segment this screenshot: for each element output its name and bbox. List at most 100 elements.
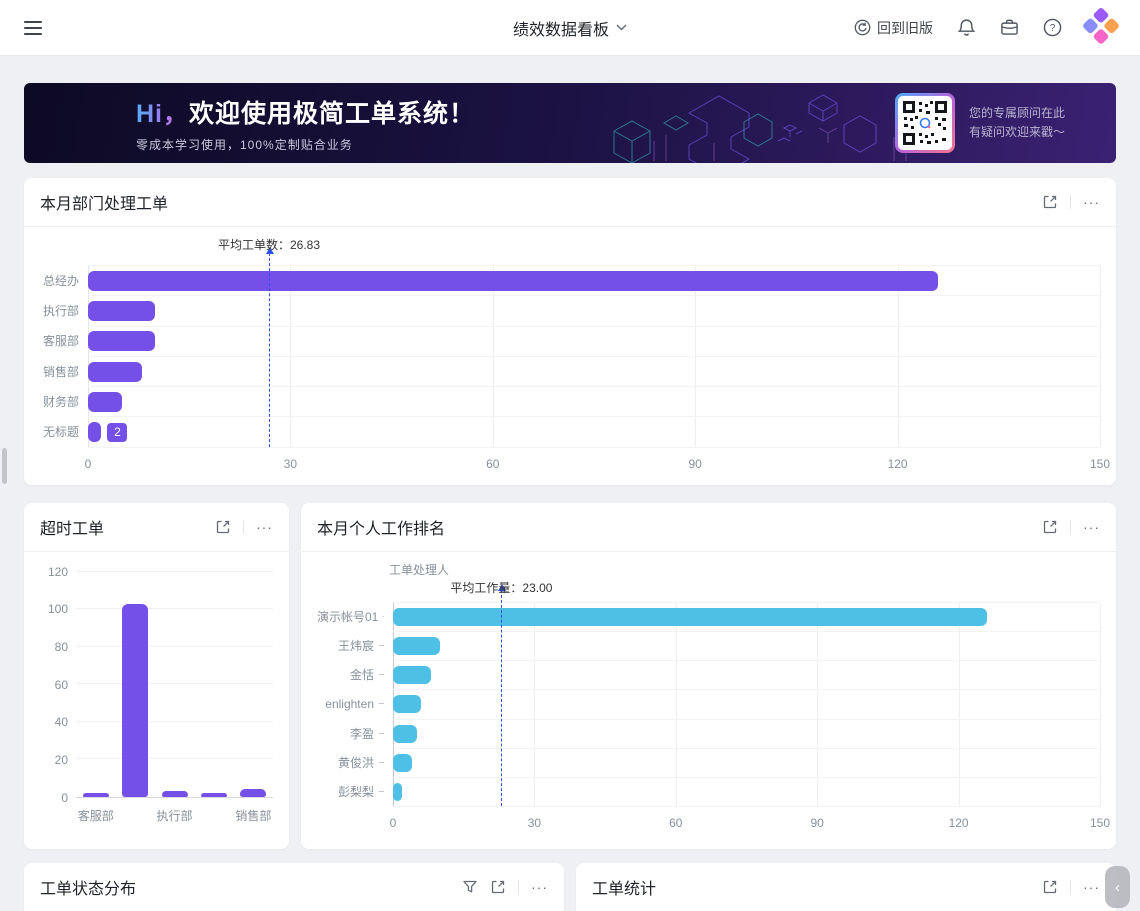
- bar-无标题[interactable]: [88, 422, 102, 443]
- help-icon: ?: [1043, 18, 1062, 37]
- card-title: 工单统计: [592, 880, 657, 898]
- average-line-arrow: [497, 583, 506, 591]
- more-options-icon[interactable]: ···: [1083, 518, 1100, 535]
- expand-icon[interactable]: [215, 519, 231, 535]
- bar-彭梨梨[interactable]: [393, 783, 403, 802]
- y-axis-name: 工单处理人: [389, 562, 450, 577]
- category-label: 财务部: [42, 394, 79, 409]
- x-tick-label: 60: [486, 456, 500, 471]
- bar-row: [88, 327, 1100, 357]
- bar-王炜宸[interactable]: [393, 637, 441, 656]
- gridline: [76, 758, 273, 760]
- card-title: 工单状态分布: [40, 880, 137, 898]
- qr-code-frame: [895, 93, 955, 153]
- help-button[interactable]: ?: [1043, 18, 1062, 37]
- bar-slot: [155, 572, 194, 797]
- briefcase-icon: [1001, 19, 1018, 35]
- y-tick-label: 40: [54, 715, 68, 730]
- welcome-banner: Hi，欢迎使用极简工单系统！ 零成本学习使用，100%定制贴合业务: [24, 83, 1116, 163]
- expand-icon[interactable]: [490, 879, 506, 895]
- category-label: 李盈: [317, 719, 393, 748]
- scrollbar-thumb[interactable]: [2, 448, 7, 484]
- chevron-down-icon: [616, 24, 627, 31]
- bar-李盈[interactable]: [393, 724, 417, 743]
- qr-caption: 您的专属顾问在此 有疑问欢迎来戳～: [969, 106, 1066, 139]
- card-status-distribution: 工单状态分布 ···: [24, 862, 564, 911]
- card-personal-ranking: 本月个人工作排名 ··· 演示帐号01 王炜宸 金恬 enlighten 李盈 黄俊洪 彭梨…: [301, 502, 1116, 849]
- expand-icon[interactable]: [1042, 194, 1058, 210]
- workbench-button[interactable]: [1000, 18, 1019, 37]
- bar-row: [88, 266, 1100, 297]
- y-tick-label: 20: [54, 753, 68, 768]
- x-tick-label: 120: [887, 456, 908, 471]
- bar-执行部[interactable]: [161, 791, 188, 797]
- more-options-icon[interactable]: ···: [256, 518, 273, 535]
- bar-row: [393, 749, 1100, 778]
- collapse-chevron-icon: ‹: [1115, 878, 1120, 896]
- category-label: 销售部: [42, 364, 79, 379]
- filter-icon[interactable]: [462, 879, 478, 895]
- x-tick-label: 150: [1089, 456, 1111, 471]
- gridline: [76, 645, 273, 647]
- back-to-old-version-button[interactable]: 回到旧版: [854, 18, 933, 38]
- card-overtime-workorders: 超时工单 ··· 0 20 40 60 80 100 120 客服部 执行部 销售部: [24, 502, 289, 849]
- bar-row: 2: [88, 417, 1100, 448]
- bar-row: [393, 603, 1100, 632]
- notifications-button[interactable]: [957, 18, 976, 37]
- bar-客服部[interactable]: [82, 793, 109, 797]
- bar-slot: [115, 572, 154, 797]
- banner-title: Hi，欢迎使用极简工单系统！: [136, 99, 476, 128]
- x-tick-label: 销售部: [235, 808, 272, 823]
- collapse-panel-handle[interactable]: ‹: [1105, 866, 1130, 908]
- gridline: [675, 602, 677, 807]
- gridline: [76, 608, 273, 610]
- back-to-old-label: 回到旧版: [877, 19, 933, 36]
- bar-金恬[interactable]: [393, 666, 431, 685]
- bar-执行部[interactable]: [88, 300, 156, 321]
- svg-text:?: ?: [1050, 23, 1056, 34]
- bar-演示帐号01[interactable]: [393, 607, 987, 626]
- divider: [1070, 195, 1071, 209]
- average-line-label: 平均工作量：23.00: [450, 580, 553, 595]
- average-line: [497, 583, 506, 807]
- app-logo[interactable]: [1080, 6, 1122, 48]
- category-label: enlighten: [317, 689, 393, 718]
- gridline: [1100, 602, 1101, 807]
- overtime-workorders-chart: 0 20 40 60 80 100 120 客服部 执行部 销售部: [24, 552, 289, 838]
- bar-黄俊洪[interactable]: [393, 753, 412, 772]
- x-tick-label: 30: [283, 456, 298, 471]
- more-options-icon[interactable]: ···: [1083, 194, 1100, 210]
- bar-销售部[interactable]: [240, 789, 267, 797]
- category-label: 演示帐号01: [317, 602, 393, 631]
- x-tick-label: 0: [84, 456, 92, 471]
- card-workorder-statistics: 工单统计 ···: [576, 862, 1116, 911]
- bar-财务部[interactable]: [88, 391, 122, 412]
- category-label: 金恬: [317, 660, 393, 689]
- average-line: [265, 247, 274, 447]
- dashboard-title-dropdown[interactable]: 绩效数据看板: [513, 16, 627, 40]
- bar-销售部[interactable]: [88, 361, 142, 382]
- average-line-label: 平均工单数：26.83: [217, 238, 321, 252]
- more-options-icon[interactable]: ···: [1083, 878, 1100, 895]
- more-options-icon[interactable]: ···: [531, 878, 548, 895]
- x-tick-label: 60: [669, 816, 683, 831]
- category-label: 无标题: [42, 425, 79, 440]
- category-label: 总经办: [42, 273, 79, 288]
- bar-slot: [234, 572, 273, 797]
- bar-item1[interactable]: [122, 603, 149, 797]
- x-axis: 0 30 60 90 120 150: [84, 447, 1110, 475]
- gridline: [76, 570, 273, 572]
- expand-icon[interactable]: [1042, 879, 1058, 895]
- bar-客服部[interactable]: [88, 331, 156, 352]
- bar-item3[interactable]: [200, 793, 227, 797]
- x-tick-label: 120: [948, 816, 969, 831]
- expand-icon[interactable]: [1042, 519, 1058, 535]
- qr-code: [903, 101, 947, 145]
- banner-greeting: Hi，: [136, 99, 190, 128]
- menu-icon[interactable]: [24, 20, 42, 35]
- bar-总经办[interactable]: [88, 270, 939, 291]
- bar-enlighten[interactable]: [393, 695, 422, 714]
- x-tick-label: 150: [1089, 816, 1111, 831]
- category-label: 执行部: [42, 303, 79, 318]
- logo-tile-orange: [1103, 16, 1121, 34]
